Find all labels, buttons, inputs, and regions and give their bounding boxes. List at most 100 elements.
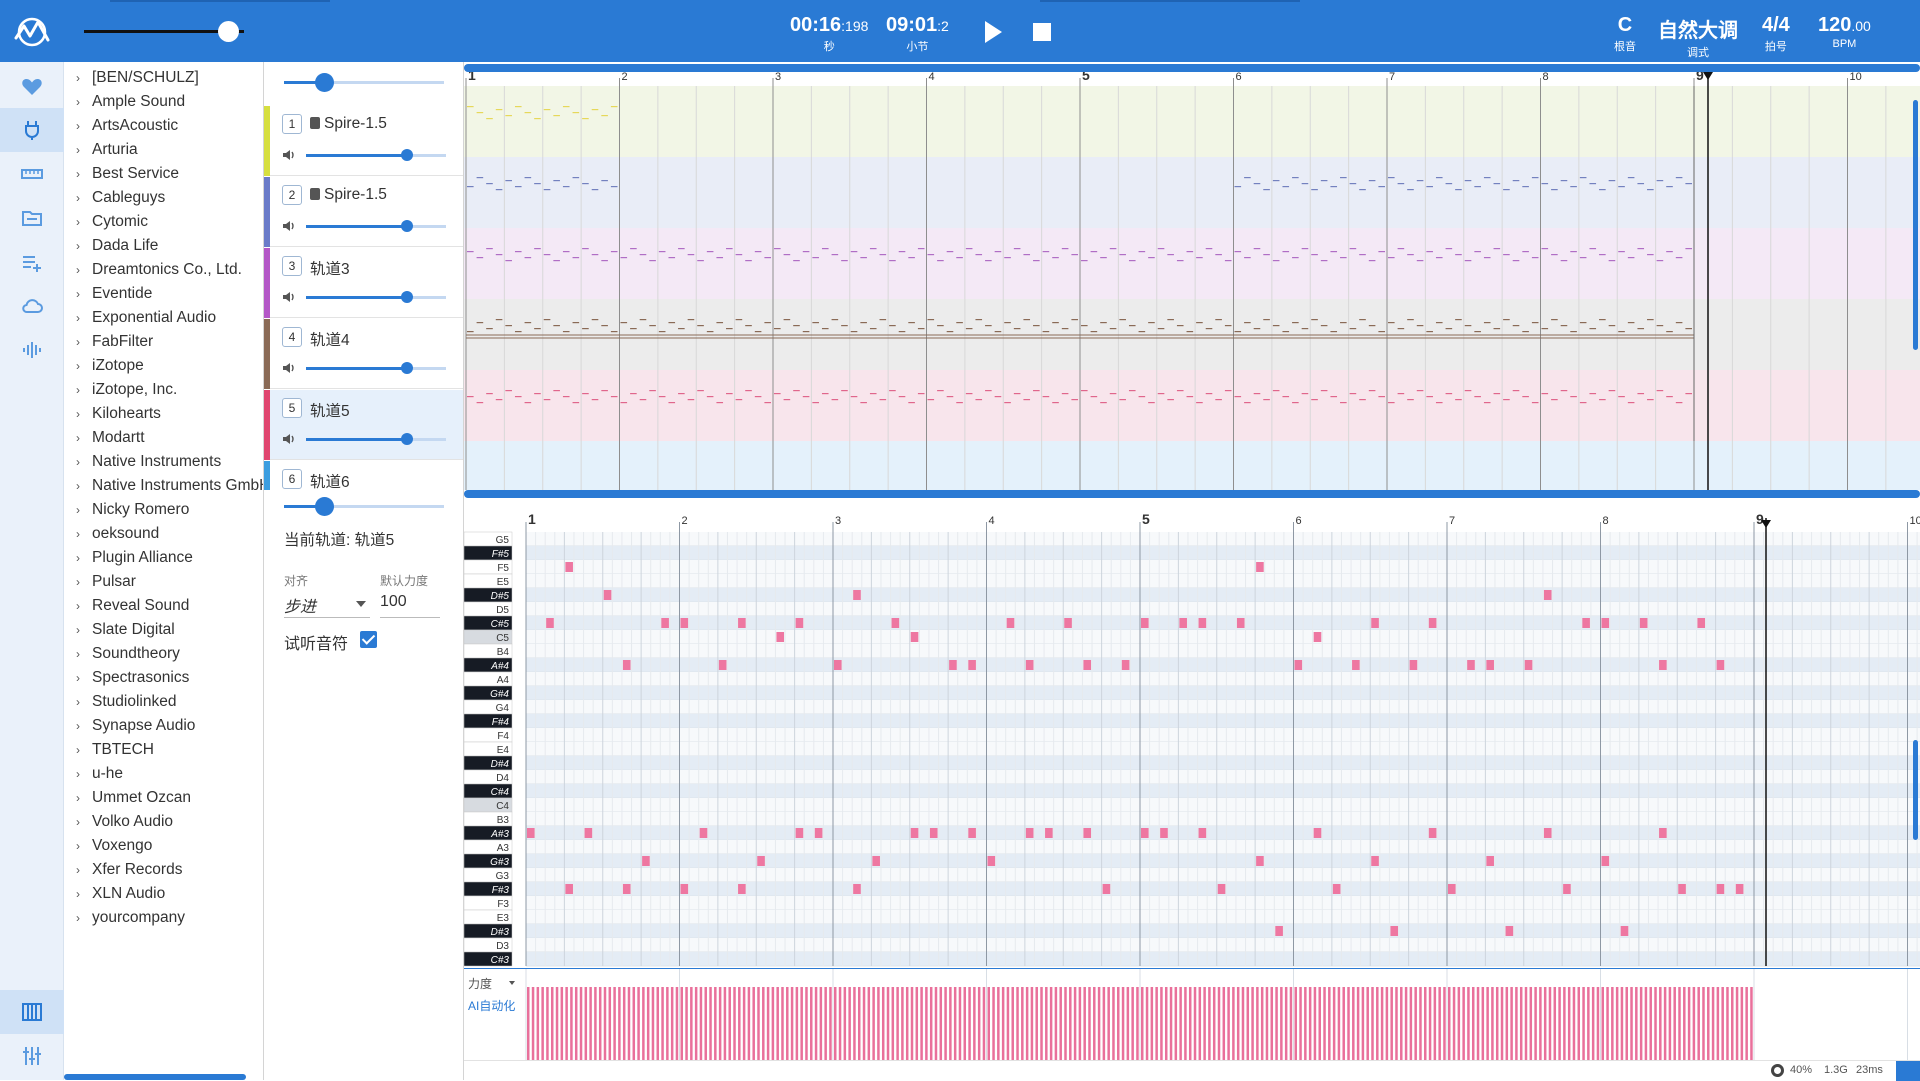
pitch-row[interactable] — [526, 854, 1920, 868]
velocity-bar[interactable] — [815, 987, 818, 1060]
midi-note[interactable] — [949, 660, 957, 670]
velocity-bar[interactable] — [1146, 987, 1149, 1060]
midi-note[interactable] — [911, 828, 919, 838]
cloud-icon[interactable] — [0, 284, 64, 328]
mixer-icon[interactable] — [0, 1034, 64, 1078]
velocity-bar[interactable] — [1697, 987, 1700, 1060]
chevron-right-icon[interactable]: › — [76, 330, 92, 354]
editor-splitter-scrollbar[interactable] — [464, 490, 1920, 498]
velocity-bar[interactable] — [580, 987, 583, 1060]
velocity-bar[interactable] — [1045, 987, 1048, 1060]
vendor-folder-item[interactable]: ›Reveal Sound — [64, 594, 263, 618]
track-volume-thumb[interactable] — [401, 291, 413, 303]
velocity-bar[interactable] — [1630, 987, 1633, 1060]
midi-note[interactable] — [815, 828, 823, 838]
midi-note[interactable] — [1659, 660, 1667, 670]
velocity-bar[interactable] — [1582, 987, 1585, 1060]
vendor-folder-item[interactable]: ›Modartt — [64, 426, 263, 450]
midi-note[interactable] — [1506, 926, 1514, 936]
velocity-bar[interactable] — [1160, 987, 1163, 1060]
velocity-bar[interactable] — [1314, 987, 1317, 1060]
velocity-bar[interactable] — [1414, 987, 1417, 1060]
track-number[interactable]: 5 — [282, 398, 302, 418]
velocity-bar[interactable] — [1390, 987, 1393, 1060]
tree-horizontal-scrollbar[interactable] — [64, 1074, 246, 1080]
midi-note[interactable] — [1525, 660, 1533, 670]
velocity-bar[interactable] — [1649, 987, 1652, 1060]
velocity-bar[interactable] — [1055, 987, 1058, 1060]
pitch-row[interactable] — [526, 574, 1920, 588]
vendor-folder-item[interactable]: ›Cableguys — [64, 186, 263, 210]
velocity-bar[interactable] — [628, 987, 631, 1060]
velocity-bar[interactable] — [1194, 987, 1197, 1060]
track-volume-thumb[interactable] — [401, 220, 413, 232]
midi-note[interactable] — [623, 660, 631, 670]
velocity-bar[interactable] — [1486, 987, 1489, 1060]
velocity-bar[interactable] — [935, 987, 938, 1060]
pitch-row[interactable] — [526, 602, 1920, 616]
midi-note[interactable] — [930, 828, 938, 838]
midi-note[interactable] — [1544, 828, 1552, 838]
velocity-bar[interactable] — [681, 987, 684, 1060]
chevron-right-icon[interactable]: › — [76, 282, 92, 306]
velocity-bar[interactable] — [1342, 987, 1345, 1060]
midi-note[interactable] — [1256, 856, 1264, 866]
master-volume-thumb[interactable] — [218, 21, 239, 42]
chevron-right-icon[interactable]: › — [76, 618, 92, 642]
pitch-row[interactable] — [526, 868, 1920, 882]
velocity-bar[interactable] — [1664, 987, 1667, 1060]
midi-note[interactable] — [1621, 926, 1629, 936]
chevron-right-icon[interactable]: › — [76, 186, 92, 210]
velocity-bar[interactable] — [1405, 987, 1408, 1060]
velocity-bar[interactable] — [829, 987, 832, 1060]
velocity-bar[interactable] — [964, 987, 967, 1060]
midi-note[interactable] — [681, 618, 689, 628]
midi-note[interactable] — [853, 884, 861, 894]
pitch-row[interactable] — [526, 812, 1920, 826]
velocity-bar[interactable] — [633, 987, 636, 1060]
midi-note[interactable] — [1736, 884, 1744, 894]
velocity-bar[interactable] — [1578, 987, 1581, 1060]
velocity-bar[interactable] — [1741, 987, 1744, 1060]
velocity-bar[interactable] — [575, 987, 578, 1060]
velocity-bar[interactable] — [748, 987, 751, 1060]
velocity-bar[interactable] — [657, 987, 660, 1060]
velocity-bar[interactable] — [1275, 987, 1278, 1060]
track-name[interactable]: 轨道3 — [310, 257, 350, 279]
link-icon[interactable] — [1896, 1061, 1920, 1081]
velocity-bar[interactable] — [1688, 987, 1691, 1060]
velocity-bar[interactable] — [642, 987, 645, 1060]
midi-note[interactable] — [1717, 884, 1725, 894]
midi-note[interactable] — [1045, 828, 1053, 838]
chevron-right-icon[interactable]: › — [76, 666, 92, 690]
velocity-bar[interactable] — [940, 987, 943, 1060]
velocity-canvas[interactable] — [464, 969, 1920, 1060]
default-velocity-input[interactable]: 100 — [380, 593, 407, 611]
velocity-bar[interactable] — [820, 987, 823, 1060]
velocity-bar[interactable] — [1453, 987, 1456, 1060]
chevron-right-icon[interactable]: › — [76, 258, 92, 282]
velocity-bar[interactable] — [1534, 987, 1537, 1060]
velocity-bar[interactable] — [551, 987, 554, 1060]
velocity-bar[interactable] — [1654, 987, 1657, 1060]
velocity-bar[interactable] — [1702, 987, 1705, 1060]
velocity-bar[interactable] — [1266, 987, 1269, 1060]
snap-select[interactable]: 步进 — [284, 593, 316, 617]
velocity-bar[interactable] — [1544, 987, 1547, 1060]
velocity-bar[interactable] — [1736, 987, 1739, 1060]
velocity-bar[interactable] — [1093, 987, 1096, 1060]
velocity-bar[interactable] — [1242, 987, 1245, 1060]
velocity-bar[interactable] — [1328, 987, 1331, 1060]
velocity-bar[interactable] — [1323, 987, 1326, 1060]
velocity-bar[interactable] — [1208, 987, 1211, 1060]
velocity-bar[interactable] — [537, 987, 540, 1060]
velocity-bar[interactable] — [1750, 987, 1753, 1060]
vendor-folder-item[interactable]: ›Dreamtonics Co., Ltd. — [64, 258, 263, 282]
velocity-bar[interactable] — [800, 987, 803, 1060]
vendor-folder-item[interactable]: ›Spectrasonics — [64, 666, 263, 690]
velocity-bar[interactable] — [911, 987, 914, 1060]
velocity-bar[interactable] — [1462, 987, 1465, 1060]
velocity-bar[interactable] — [652, 987, 655, 1060]
velocity-bar[interactable] — [738, 987, 741, 1060]
velocity-bar[interactable] — [1616, 987, 1619, 1060]
